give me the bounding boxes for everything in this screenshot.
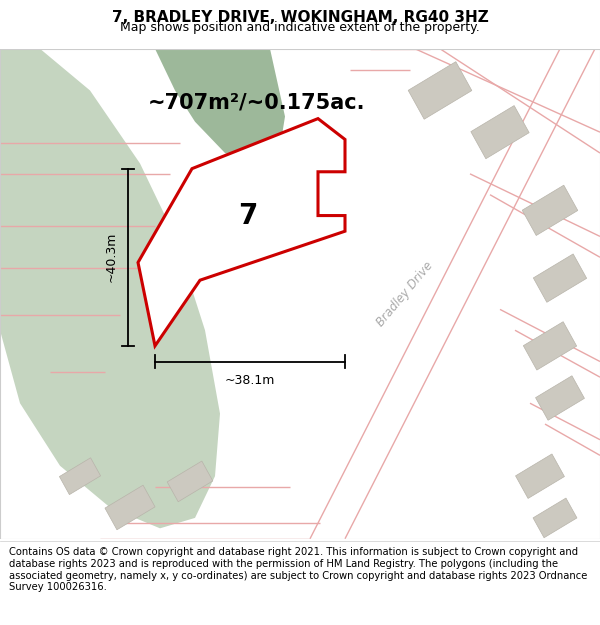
Text: Contains OS data © Crown copyright and database right 2021. This information is : Contains OS data © Crown copyright and d… — [9, 548, 587, 592]
Text: ~40.3m: ~40.3m — [105, 232, 118, 282]
Text: Map shows position and indicative extent of the property.: Map shows position and indicative extent… — [120, 21, 480, 34]
Polygon shape — [59, 458, 101, 494]
Polygon shape — [471, 106, 529, 159]
Polygon shape — [533, 254, 587, 302]
Polygon shape — [533, 498, 577, 538]
Text: ~707m²/~0.175ac.: ~707m²/~0.175ac. — [148, 93, 365, 113]
Polygon shape — [523, 322, 577, 370]
Text: 7, BRADLEY DRIVE, WOKINGHAM, RG40 3HZ: 7, BRADLEY DRIVE, WOKINGHAM, RG40 3HZ — [112, 10, 488, 25]
Polygon shape — [0, 49, 220, 528]
Text: ~38.1m: ~38.1m — [225, 374, 275, 387]
Text: 7: 7 — [238, 201, 257, 229]
Text: Bradley Drive: Bradley Drive — [374, 259, 436, 329]
Polygon shape — [408, 62, 472, 119]
Polygon shape — [105, 485, 155, 530]
Polygon shape — [155, 49, 285, 163]
Polygon shape — [522, 185, 578, 236]
Polygon shape — [515, 454, 565, 498]
Polygon shape — [138, 119, 345, 346]
Polygon shape — [536, 376, 584, 420]
Polygon shape — [167, 461, 213, 502]
